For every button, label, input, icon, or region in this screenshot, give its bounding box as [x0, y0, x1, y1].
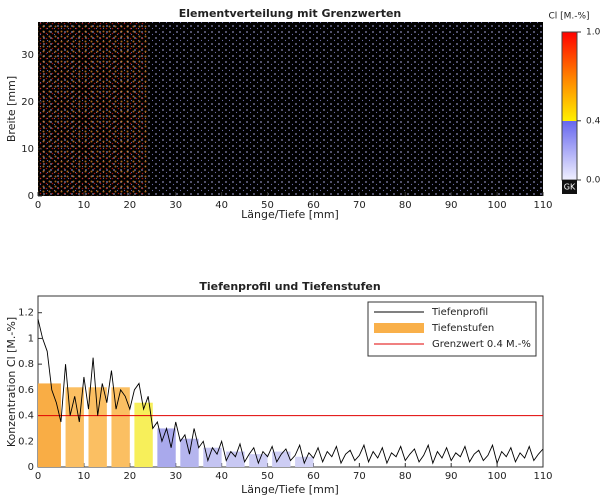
legend-label: Grenzwert 0.4 M.-%: [432, 339, 531, 350]
step-bar: [134, 403, 152, 467]
x-axis-label: Länge/Tiefe [mm]: [241, 208, 339, 221]
x-tick-label: 50: [261, 471, 274, 482]
step-bar: [38, 383, 61, 467]
step-bar: [89, 387, 107, 467]
y-tick-label: 0.2: [18, 436, 34, 447]
x-tick-label: 80: [399, 200, 412, 211]
x-tick-label: 10: [78, 200, 91, 211]
x-tick-label: 20: [123, 200, 136, 211]
step-bar: [249, 454, 267, 467]
x-tick-label: 20: [123, 471, 136, 482]
x-tick-label: 60: [307, 471, 320, 482]
colorbar-tick-label: 0.4: [586, 116, 601, 126]
step-bar: [203, 448, 221, 467]
x-tick-label: 110: [533, 200, 552, 211]
x-tick-label: 0: [35, 200, 41, 211]
x-tick-label: 110: [533, 471, 552, 482]
x-tick-label: 0: [35, 471, 41, 482]
x-tick-label: 80: [399, 471, 412, 482]
x-tick-label: 90: [445, 200, 458, 211]
y-axis-label: Breite [mm]: [5, 76, 18, 142]
y-tick-label: 10: [21, 144, 34, 155]
x-tick-label: 40: [215, 471, 228, 482]
x-tick-label: 30: [169, 200, 182, 211]
y-tick-label: 0.8: [18, 359, 34, 370]
step-bar: [226, 452, 244, 467]
colorbar-tick-label: 0.0: [586, 176, 601, 186]
legend-label: Tiefenprofil: [431, 307, 488, 318]
title: Tiefenprofil und Tiefenstufen: [199, 280, 380, 293]
y-tick-label: 0.6: [18, 385, 34, 396]
colorbar-gk-label: GK: [564, 183, 576, 192]
step-bar: [111, 387, 129, 467]
title: Elementverteilung mit Grenzwerten: [179, 7, 402, 20]
y-tick-label: 0: [28, 191, 34, 202]
x-tick-label: 30: [169, 471, 182, 482]
x-tick-label: 100: [488, 471, 507, 482]
x-tick-label: 60: [307, 200, 320, 211]
y-tick-label: 1.2: [18, 308, 34, 319]
y-tick-label: 20: [21, 97, 34, 108]
x-tick-label: 50: [261, 200, 274, 211]
x-tick-label: 100: [488, 200, 507, 211]
heatmap-texture: [38, 22, 148, 196]
y-axis-label: Konzentration Cl [M.-%]: [5, 317, 18, 447]
legend-swatch: [374, 323, 424, 333]
legend-label: Tiefenstufen: [431, 323, 494, 334]
x-axis-label: Länge/Tiefe [mm]: [241, 483, 339, 496]
colorbar-label: Cl [M.-%]: [548, 12, 589, 22]
x-tick-label: 70: [353, 200, 366, 211]
chart: Elementverteilung mit Grenzwerten Tiefen…: [0, 0, 601, 498]
colorbar: [562, 32, 577, 180]
y-tick-label: 30: [21, 50, 34, 61]
y-tick-label: 1: [28, 333, 34, 344]
x-tick-label: 10: [78, 471, 91, 482]
x-tick-label: 40: [215, 200, 228, 211]
y-tick-label: 0.4: [18, 411, 34, 422]
x-tick-label: 90: [445, 471, 458, 482]
y-tick-label: 0: [28, 462, 34, 473]
colorbar-tick-label: 1.0: [586, 28, 601, 38]
x-tick-label: 70: [353, 471, 366, 482]
